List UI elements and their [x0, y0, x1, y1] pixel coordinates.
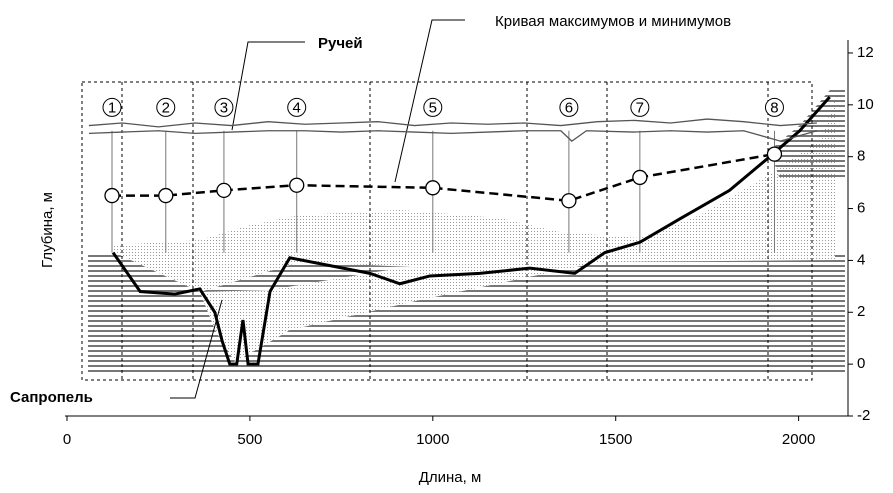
- section-label: 7: [636, 99, 644, 116]
- y-tick-label: 0: [857, 355, 865, 372]
- x-tick-label: 2000: [782, 431, 815, 448]
- section-label: 5: [429, 99, 437, 116]
- section-badge: [156, 97, 176, 117]
- marker: [158, 187, 174, 204]
- sapropel: [200, 262, 600, 362]
- x-axis-label: Длина, м: [419, 469, 482, 486]
- section-badge: [214, 97, 234, 117]
- y-tick-label: 4: [857, 251, 865, 268]
- x-tick-label: 1500: [599, 431, 632, 448]
- series-line: [111, 96, 831, 366]
- section-label: 4: [293, 99, 301, 116]
- y-tick-label: 2: [857, 303, 865, 320]
- x-tick-label: 0: [63, 431, 71, 448]
- sediment: [113, 100, 835, 292]
- series-line: [88, 130, 818, 142]
- x-tick-label: 1000: [416, 431, 449, 448]
- x-tick-label: 500: [237, 431, 262, 448]
- section-label: 1: [108, 99, 116, 116]
- marker: [766, 146, 783, 162]
- section-badge: [287, 97, 307, 117]
- marker: [632, 169, 648, 186]
- marker: [425, 180, 441, 196]
- section-badge: [764, 97, 784, 117]
- annotation: Ручей: [318, 35, 363, 52]
- series-line: [111, 152, 775, 203]
- y-tick-label: -2: [857, 407, 870, 424]
- y-axis-label: Глубина, м: [39, 192, 56, 268]
- section-badge: [423, 97, 443, 117]
- marker: [104, 187, 120, 204]
- marker: [561, 193, 577, 209]
- y-tick-label: 10: [857, 96, 874, 113]
- annotation: Кривая максимумов и минимумов: [495, 13, 731, 30]
- section-label: 6: [565, 99, 573, 116]
- section-frame: [81, 81, 813, 381]
- section-badge: [630, 97, 650, 117]
- marker: [289, 177, 305, 193]
- y-tick-label: 8: [857, 148, 865, 165]
- marker: [216, 182, 232, 199]
- section-badge: [102, 97, 122, 117]
- section-label: 2: [162, 99, 170, 116]
- y-tick-label: 12: [857, 44, 874, 61]
- section-label: 3: [220, 99, 228, 116]
- y-tick-label: 6: [857, 200, 865, 217]
- series-line: [88, 118, 817, 128]
- section-badge: [559, 97, 579, 117]
- striped-slope: [770, 90, 845, 180]
- annotation: Сапропель: [10, 389, 93, 406]
- leaders: [170, 19, 465, 399]
- section-label: 8: [770, 99, 778, 116]
